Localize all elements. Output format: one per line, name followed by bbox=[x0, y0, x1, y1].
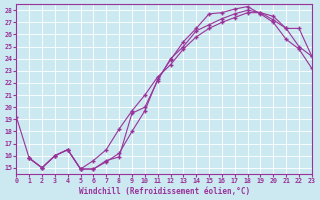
X-axis label: Windchill (Refroidissement éolien,°C): Windchill (Refroidissement éolien,°C) bbox=[78, 187, 250, 196]
